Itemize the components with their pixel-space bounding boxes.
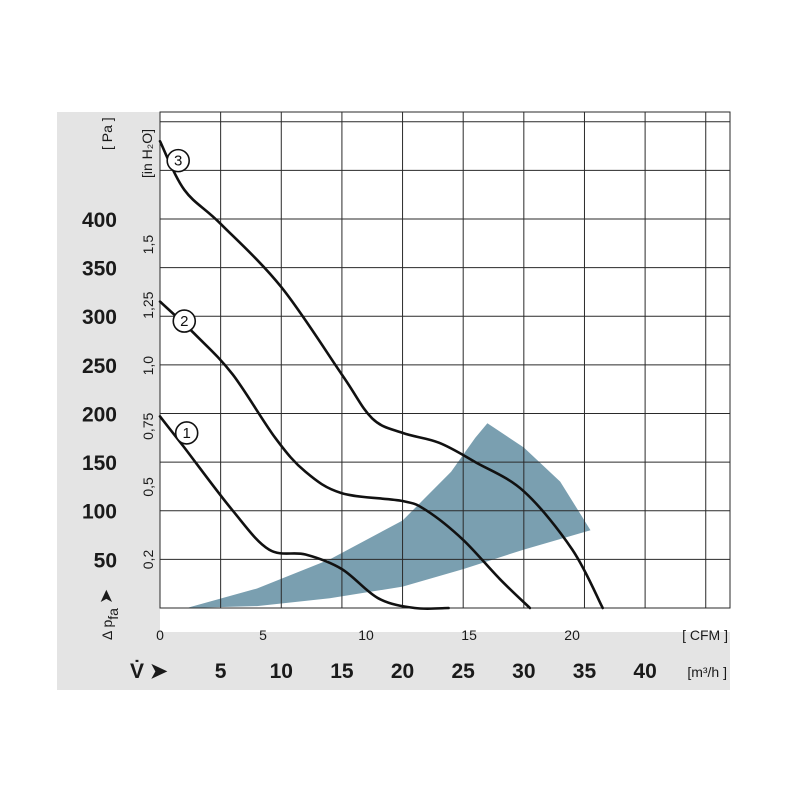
curve-marker-3 — [166, 148, 190, 173]
curve-markers-layer: 1 2 3 — [166, 148, 199, 445]
pa-unit-label: [ Pa ] — [99, 117, 115, 150]
m3h-tick-label: 10 — [270, 660, 293, 683]
curve-marker-label: 3 — [174, 153, 182, 170]
m3h-unit-label: [m³/h ] — [687, 664, 727, 680]
grid-layer — [159, 111, 731, 609]
curve-2 — [158, 300, 532, 610]
operating-region-layer — [186, 423, 591, 608]
pa-tick-label: 200 — [82, 403, 117, 426]
curves-layer — [158, 139, 604, 611]
cfm-tick-label: 20 — [564, 627, 580, 643]
inh2o-tick-label: 0,5 — [140, 477, 156, 497]
bottom-axis-panel — [57, 632, 730, 690]
pa-tick-label: 300 — [82, 306, 117, 329]
m3h-tick-label: 25 — [452, 660, 476, 683]
m3h-tick-label: 15 — [330, 660, 354, 683]
pa-tick-label: 50 — [94, 549, 117, 572]
pa-tick-label: 350 — [82, 258, 117, 281]
cfm-tick-label: 0 — [156, 627, 164, 643]
inh2o-tick-label: 0,2 — [140, 550, 156, 570]
m3h-tick-label: 5 — [215, 660, 227, 683]
m3h-tick-label: 20 — [391, 660, 414, 683]
pressure-subscript: fa — [105, 608, 121, 620]
cfm-tick-label: 15 — [461, 627, 477, 643]
m3h-tick-label: 30 — [512, 660, 535, 683]
pa-tick-label: 100 — [82, 501, 117, 524]
cfm-tick-label: 10 — [358, 627, 374, 643]
cfm-tick-labels: 0 5 10 15 20 — [156, 627, 580, 643]
inh2o-tick-label: 0,75 — [140, 412, 156, 439]
curve-1 — [158, 415, 450, 611]
m3h-tick-label: 40 — [633, 660, 656, 683]
curve-marker-2 — [172, 309, 197, 333]
m3h-tick-labels: 5 10 15 20 25 30 35 40 — [215, 660, 657, 683]
inh2o-tick-label: 1,25 — [140, 291, 156, 318]
pa-tick-labels: 50 100 150 200 250 300 350 400 — [82, 209, 117, 572]
operating-region — [186, 423, 591, 608]
inh2o-tick-label: 1,5 — [140, 235, 156, 255]
left-axis-panel — [57, 112, 160, 632]
curve-marker-label: 1 — [183, 425, 191, 442]
cfm-unit-label: [ CFM ] — [682, 627, 728, 643]
curve-marker-label: 2 — [180, 313, 188, 330]
pressure-arrow: ➤ — [96, 589, 116, 604]
svg-text:Δ pfa➤: Δ pfa ➤ — [96, 589, 121, 640]
curve-marker-1 — [174, 421, 199, 445]
cfm-tick-label: 5 — [259, 627, 267, 643]
inh2o-unit-label: [in H₂O] — [139, 129, 155, 178]
m3h-tick-label: 35 — [573, 660, 597, 683]
flow-symbol: V̇ ➤ — [130, 659, 168, 683]
curve-3 — [158, 139, 604, 610]
inh2o-tick-labels: 0,2 0,5 0,75 1,0 1,25 1,5 — [140, 235, 156, 570]
pa-tick-label: 150 — [82, 452, 117, 475]
pa-tick-label: 400 — [82, 209, 117, 232]
pressure-symbol: Δ p — [99, 620, 115, 640]
inh2o-tick-label: 1,0 — [140, 356, 156, 376]
pa-tick-label: 250 — [82, 355, 117, 378]
pressure-axis-title: Δ pfa ➤ — [96, 589, 121, 640]
